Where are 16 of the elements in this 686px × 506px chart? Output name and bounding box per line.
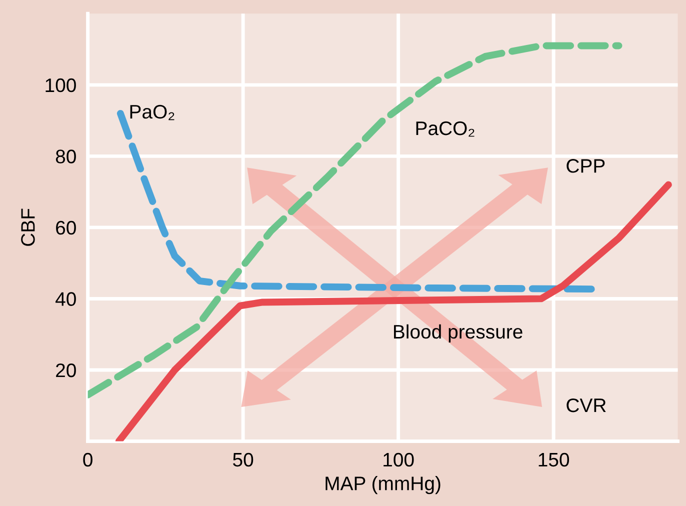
y-tick-label: 60 [56, 220, 76, 235]
y-tick-label: 100 [46, 78, 76, 92]
x-axis-title: MAP (mmHg) [326, 476, 440, 494]
series-label: PaO₂ [130, 104, 174, 120]
x-tick-label: 0 [83, 452, 92, 467]
series-label: PaCO₂ [416, 121, 474, 137]
y-tick-label: 80 [56, 150, 76, 164]
y-tick-label: 20 [56, 363, 76, 378]
y-tick-label: 40 [56, 292, 76, 306]
x-tick-label: 50 [233, 452, 254, 467]
annotation: CVR [566, 398, 606, 412]
y-axis-title: CBF [21, 208, 35, 246]
x-tick-label: 150 [538, 452, 570, 467]
series-label: Blood pressure [394, 324, 522, 342]
annotation: CPP [566, 159, 605, 173]
x-tick-label: 100 [384, 452, 414, 467]
